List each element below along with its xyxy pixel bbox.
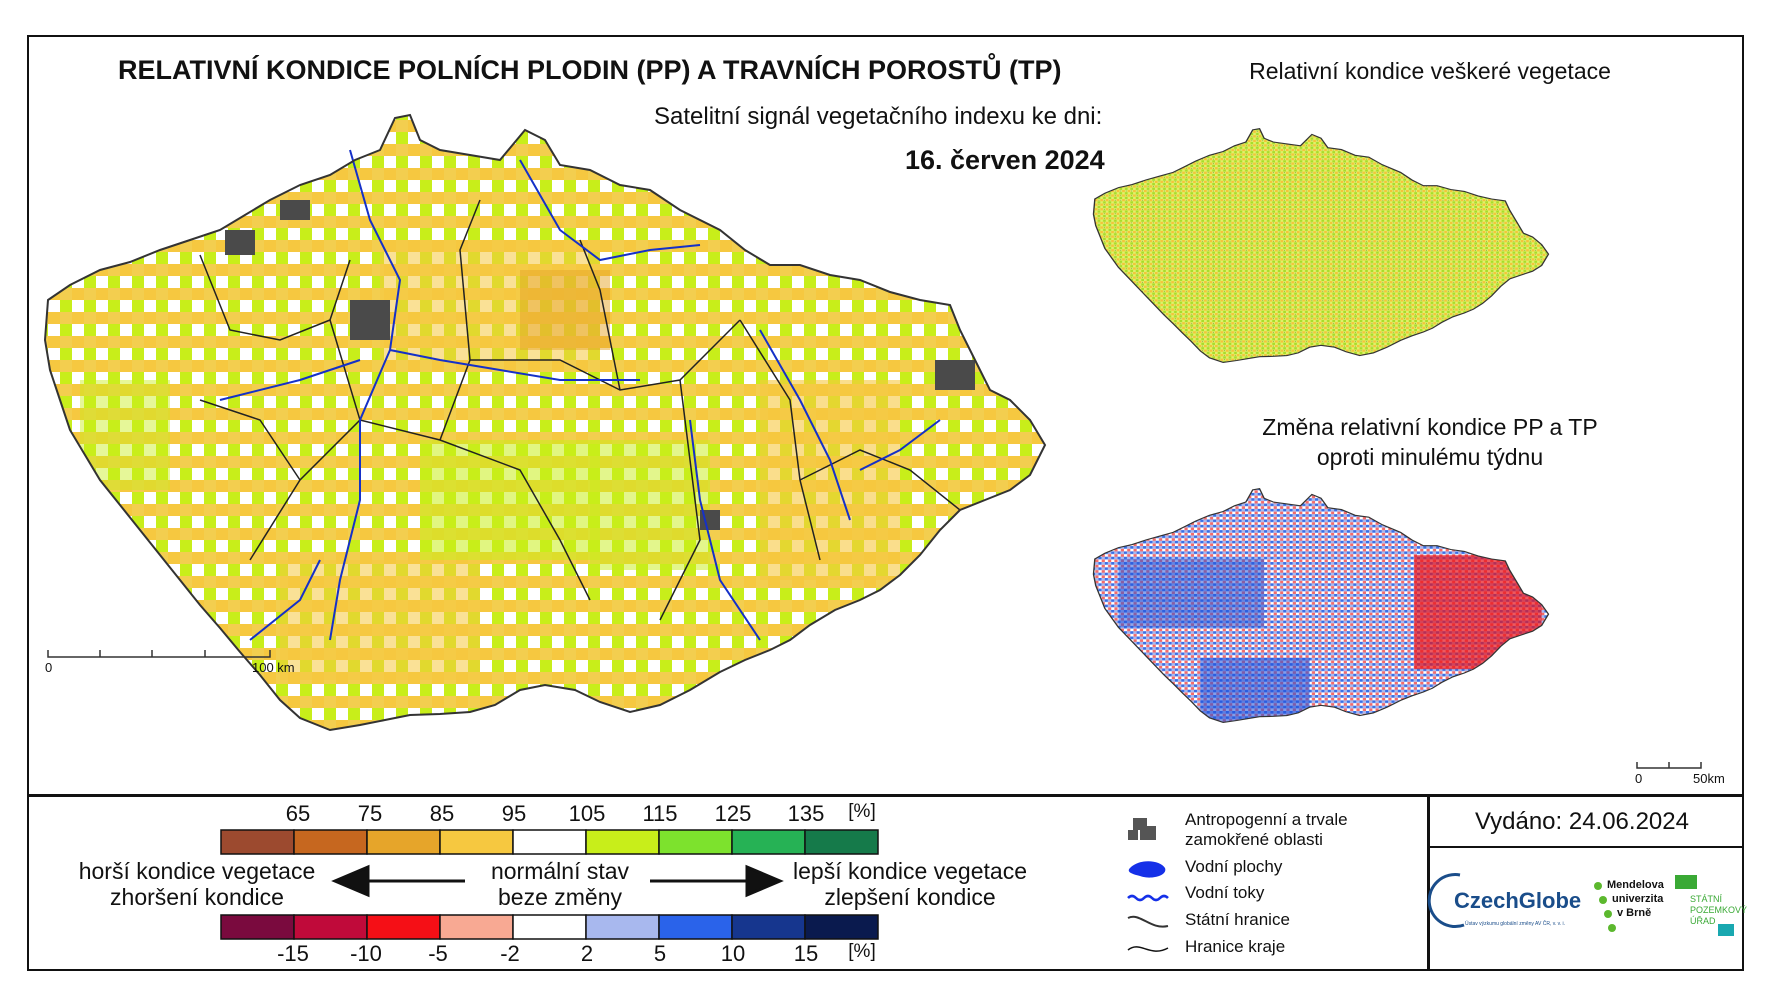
- legend-bottom-label: 2: [580, 941, 594, 966]
- map-frame: [27, 35, 1744, 971]
- water-bodies-label: Vodní plochy: [1185, 857, 1283, 876]
- czechglobe-subtext: Ústav výzkumu globální změny AV ČR, v. v…: [1465, 921, 1566, 927]
- footer-hdivider: [1427, 846, 1744, 848]
- inset-vegetation-map: [1092, 128, 1550, 364]
- legend-bottom-unit: [%]: [848, 941, 876, 962]
- state-border-label: Státní hranice: [1185, 910, 1290, 929]
- legend-bottom-label: 10: [720, 941, 746, 966]
- index-date: 16. červen 2024: [905, 145, 1105, 175]
- inset-scale-bar: [1636, 762, 1702, 769]
- legend-top-label: 65: [285, 801, 311, 826]
- legend-worse-2: zhoršení kondice: [110, 884, 284, 910]
- legend-top-label: 135: [787, 801, 825, 826]
- legend-top-label: 85: [429, 801, 455, 826]
- main-scale-bar: [47, 650, 271, 658]
- legend-normal-1: normální stav: [490, 858, 630, 884]
- spu-teal-mark: [1718, 924, 1734, 936]
- rivers-label: Vodní toky: [1185, 883, 1265, 902]
- inset-change-map: [1092, 488, 1550, 724]
- legend-worse-1: horší kondice vegetace: [78, 858, 316, 884]
- main-map-fill: [45, 115, 1045, 730]
- mendel-line-3: v Brně: [1617, 907, 1652, 919]
- spu-green-mark: [1675, 875, 1697, 889]
- legend-top-label: 125: [714, 801, 752, 826]
- page-title: RELATIVNÍ KONDICE POLNÍCH PLODIN (PP) A …: [118, 55, 1062, 85]
- legend-top-unit: [%]: [848, 801, 876, 822]
- anthropogenic-label-2: zamokřené oblasti: [1185, 830, 1323, 849]
- main-scale-end: 100 km: [252, 660, 295, 675]
- spu-line-2: POZEMKOVÝ: [1690, 905, 1748, 915]
- legend-top-label: 75: [357, 801, 383, 826]
- mendel-line-2: univerzita: [1612, 893, 1664, 905]
- mendel-line-1: Mendelova: [1607, 879, 1664, 891]
- legend-top-label: 95: [501, 801, 527, 826]
- inset-bottom-title-2: oproti minulému týdnu: [1316, 444, 1544, 470]
- region-border-label: Hranice kraje: [1185, 937, 1286, 956]
- legend-bottom-label: -15: [277, 941, 309, 966]
- inset-bottom-title-1: Změna relativní kondice PP a TP: [1262, 414, 1598, 440]
- legend-bottom-label: -2: [500, 941, 520, 966]
- legend-divider: [27, 794, 1744, 797]
- legend-top-label: 105: [568, 801, 606, 826]
- legend-top-label: 115: [642, 801, 678, 826]
- legend-bottom-label: -5: [428, 941, 448, 966]
- legend-bottom-label: 5: [653, 941, 667, 966]
- inset-top-title: Relativní kondice veškeré vegetace: [1249, 58, 1611, 84]
- legend-bottom-label: 15: [793, 941, 819, 966]
- subtitle: Satelitní signál vegetačního indexu ke d…: [654, 103, 1103, 130]
- inset-scale-start: 0: [1635, 771, 1643, 786]
- spu-line-1: STÁTNÍ: [1690, 894, 1723, 904]
- anthropogenic-label-1: Antropogenní a trvale: [1185, 810, 1348, 829]
- issued-date: Vydáno: 24.06.2024: [1475, 808, 1689, 835]
- legend-better-2: zlepšení kondice: [824, 884, 996, 910]
- legend-normal-2: beze změny: [497, 884, 622, 910]
- legend-better-1: lepší kondice vegetace: [793, 858, 1027, 884]
- legend-bottom-label: -10: [350, 941, 382, 966]
- spu-line-3: ÚŘAD: [1690, 916, 1716, 926]
- czechglobe-text: CzechGlobe: [1454, 888, 1582, 913]
- main-scale-start: 0: [45, 660, 53, 675]
- inset-scale-end: 50km: [1693, 771, 1725, 786]
